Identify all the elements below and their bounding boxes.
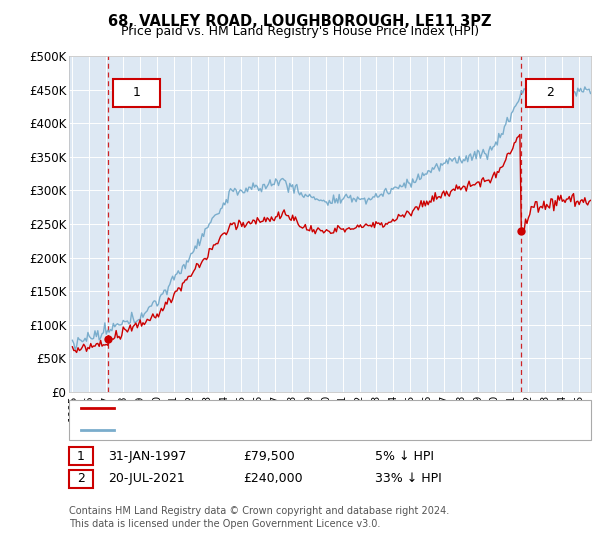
Text: 1: 1 bbox=[132, 86, 140, 100]
Text: Contains HM Land Registry data © Crown copyright and database right 2024.: Contains HM Land Registry data © Crown c… bbox=[69, 506, 449, 516]
Text: 5% ↓ HPI: 5% ↓ HPI bbox=[375, 450, 434, 463]
FancyBboxPatch shape bbox=[526, 79, 573, 107]
Text: This data is licensed under the Open Government Licence v3.0.: This data is licensed under the Open Gov… bbox=[69, 519, 380, 529]
Text: 2: 2 bbox=[77, 472, 85, 486]
Text: £79,500: £79,500 bbox=[243, 450, 295, 463]
Text: £240,000: £240,000 bbox=[243, 472, 302, 486]
Text: 31-JAN-1997: 31-JAN-1997 bbox=[108, 450, 187, 463]
Text: HPI: Average price, detached house, Charnwood: HPI: Average price, detached house, Char… bbox=[120, 425, 389, 435]
FancyBboxPatch shape bbox=[113, 79, 160, 107]
Text: 68, VALLEY ROAD, LOUGHBOROUGH, LE11 3PZ: 68, VALLEY ROAD, LOUGHBOROUGH, LE11 3PZ bbox=[108, 14, 492, 29]
Text: Price paid vs. HM Land Registry's House Price Index (HPI): Price paid vs. HM Land Registry's House … bbox=[121, 25, 479, 38]
Text: 68, VALLEY ROAD, LOUGHBOROUGH, LE11 3PZ (detached house): 68, VALLEY ROAD, LOUGHBOROUGH, LE11 3PZ … bbox=[120, 403, 483, 413]
Text: 20-JUL-2021: 20-JUL-2021 bbox=[108, 472, 185, 486]
Text: 1: 1 bbox=[77, 450, 85, 463]
Text: 33% ↓ HPI: 33% ↓ HPI bbox=[375, 472, 442, 486]
Text: 2: 2 bbox=[545, 86, 554, 100]
